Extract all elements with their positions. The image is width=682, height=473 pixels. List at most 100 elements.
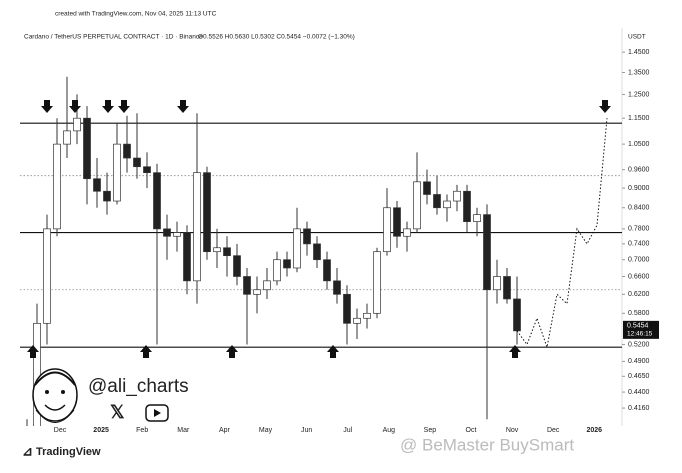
x-tick-label: Nov bbox=[506, 427, 519, 434]
candle-body bbox=[63, 130, 71, 145]
candle-body bbox=[53, 143, 61, 230]
candle-body bbox=[343, 293, 351, 324]
y-tick-label: 1.0500 bbox=[628, 141, 650, 148]
y-tick-label: 1.3500 bbox=[628, 69, 650, 76]
x-tick-label: 2026 bbox=[587, 427, 603, 434]
up-arrow bbox=[140, 345, 152, 358]
candle-body bbox=[183, 232, 191, 282]
y-tick-label: 0.9600 bbox=[628, 167, 650, 174]
x-tick-label: Jun bbox=[301, 427, 312, 434]
author: @ali_charts bbox=[88, 376, 189, 397]
candle-body bbox=[443, 200, 451, 209]
ohlc-text: O0.5526 H0.5630 L0.5302 C0.5454 −0.0072 … bbox=[198, 34, 355, 41]
x-tick-label: Feb bbox=[136, 427, 148, 434]
y-tick-label: 0.6200 bbox=[628, 291, 650, 298]
candle-body bbox=[393, 207, 401, 237]
candle-body bbox=[233, 255, 241, 277]
candle-body bbox=[103, 190, 111, 202]
candle-body bbox=[453, 190, 461, 202]
candle-body bbox=[213, 247, 221, 253]
candle-body bbox=[323, 259, 331, 282]
y-tick-label: 0.4650 bbox=[628, 373, 650, 380]
candle-body bbox=[473, 214, 481, 223]
candle-body bbox=[433, 194, 441, 209]
candle-body bbox=[253, 289, 261, 295]
x-tick-label: 2025 bbox=[93, 427, 109, 434]
y-tick-label: 0.4400 bbox=[628, 389, 650, 396]
candle-body bbox=[133, 157, 141, 168]
candle-body bbox=[413, 181, 421, 230]
price-label: 0.5454 bbox=[627, 323, 649, 330]
candle-body bbox=[113, 143, 121, 202]
down-arrow bbox=[41, 100, 53, 113]
candle-body bbox=[263, 280, 271, 291]
avatar bbox=[32, 368, 78, 423]
down-arrow bbox=[599, 100, 611, 113]
candle-body bbox=[463, 190, 471, 223]
candle-body bbox=[383, 207, 391, 253]
y-tick-label: 0.4160 bbox=[628, 405, 650, 412]
down-arrow bbox=[69, 100, 81, 113]
candle-body bbox=[223, 247, 231, 257]
y-tick-label: 1.2500 bbox=[628, 91, 650, 98]
candle-body bbox=[333, 280, 341, 295]
x-tick-label: Dec bbox=[547, 427, 560, 434]
candle-body bbox=[283, 259, 291, 269]
up-arrow bbox=[27, 345, 39, 358]
candle-body bbox=[173, 232, 181, 237]
play-icon bbox=[154, 409, 161, 417]
play-icon bbox=[145, 404, 169, 422]
candle-body bbox=[153, 172, 161, 230]
price-tag bbox=[623, 320, 659, 339]
up-arrow bbox=[226, 345, 238, 358]
x-tick-label: Aug bbox=[383, 427, 396, 434]
candle-body bbox=[403, 228, 411, 237]
x-tick-label: May bbox=[259, 427, 273, 434]
down-arrow bbox=[177, 100, 189, 113]
candle-body bbox=[313, 243, 321, 261]
up-arrow bbox=[327, 345, 339, 358]
candle-body bbox=[303, 228, 311, 245]
x-icon: 𝕏 bbox=[110, 402, 125, 422]
y-tick-label: 0.7400 bbox=[628, 241, 650, 248]
candle-body bbox=[93, 178, 101, 192]
candle-body bbox=[423, 181, 431, 195]
timer-label: 12:46:15 bbox=[627, 331, 653, 338]
watermark: @ BeMaster BuySmart bbox=[400, 435, 574, 454]
candle-body bbox=[43, 228, 51, 324]
candle-body bbox=[203, 172, 211, 253]
brand-logo: ⊿ bbox=[22, 443, 33, 458]
candle-body bbox=[373, 251, 381, 314]
down-arrow bbox=[102, 100, 114, 113]
y-tick-label: 0.7800 bbox=[628, 226, 650, 233]
y-tick-label: 0.5200 bbox=[628, 341, 650, 348]
candle-body bbox=[163, 228, 171, 237]
candle-body bbox=[493, 276, 501, 291]
plot bbox=[20, 76, 622, 426]
candle-body bbox=[513, 298, 521, 332]
candle-body bbox=[143, 166, 151, 174]
y-tick-label: 0.6600 bbox=[628, 273, 650, 280]
x-tick-label: Jul bbox=[343, 427, 352, 434]
candle-body bbox=[83, 117, 91, 180]
candle-body bbox=[353, 317, 361, 324]
currency: USDT bbox=[628, 34, 646, 41]
x-tick-label: Oct bbox=[466, 427, 477, 434]
candle-body bbox=[483, 214, 491, 291]
candle-body bbox=[193, 172, 201, 282]
y-tick-label: 0.7000 bbox=[628, 257, 650, 264]
candle-body bbox=[293, 228, 301, 269]
candle-body bbox=[363, 312, 371, 319]
candle-body bbox=[123, 143, 131, 159]
down-arrow bbox=[118, 100, 130, 113]
chart-title: Cardano / TetherUS PERPETUAL CONTRACT · … bbox=[24, 34, 203, 41]
brand: TradingView bbox=[36, 446, 101, 458]
y-tick-label: 0.4900 bbox=[628, 358, 650, 365]
y-tick-label: 1.1500 bbox=[628, 115, 650, 122]
y-tick-label: 1.4500 bbox=[628, 49, 650, 56]
y-tick-label: 0.9000 bbox=[628, 185, 650, 192]
x-tick-label: Apr bbox=[219, 427, 231, 434]
up-arrow bbox=[509, 345, 521, 358]
x-tick-label: Mar bbox=[177, 427, 190, 434]
